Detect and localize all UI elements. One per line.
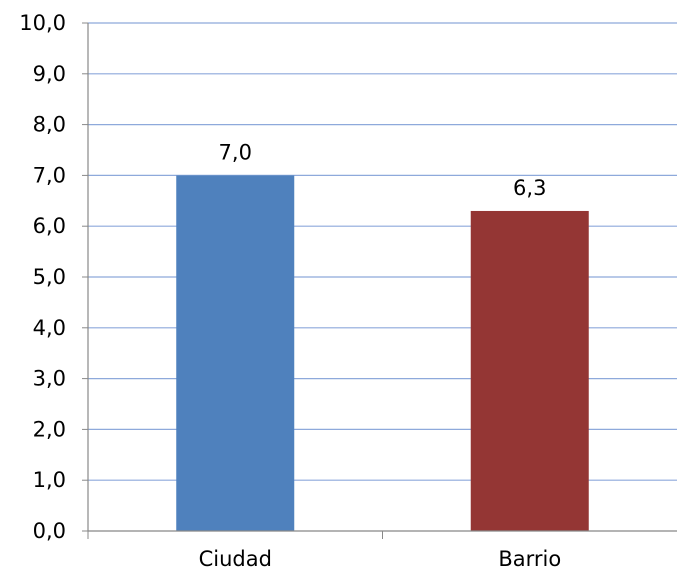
y-tick-label: 3,0 xyxy=(33,367,66,391)
y-tick-label: 7,0 xyxy=(33,163,66,187)
bar-ciudad xyxy=(176,175,295,531)
bar-barrio xyxy=(470,210,589,531)
data-label-ciudad: 7,0 xyxy=(219,140,252,164)
y-tick-label: 5,0 xyxy=(33,265,66,289)
y-tick-label: 6,0 xyxy=(33,214,66,238)
y-tick-label: 9,0 xyxy=(33,62,66,86)
x-tick-labels: Ciudad Barrio xyxy=(199,547,562,571)
y-tick-label: 4,0 xyxy=(33,316,66,340)
axes xyxy=(82,22,677,539)
x-tick-label-ciudad: Ciudad xyxy=(199,547,272,571)
y-tick-label: 0,0 xyxy=(33,519,66,543)
data-label-barrio: 6,3 xyxy=(513,176,546,200)
y-tick-label: 2,0 xyxy=(33,417,66,441)
bars xyxy=(176,175,589,531)
y-tick-label: 1,0 xyxy=(33,468,66,492)
data-labels: 7,0 6,3 xyxy=(219,140,547,200)
x-tick-label-barrio: Barrio xyxy=(498,547,561,571)
y-tick-label: 10,0 xyxy=(19,11,66,35)
y-tick-label: 8,0 xyxy=(33,113,66,137)
y-tick-labels: 0,0 1,0 2,0 3,0 4,0 5,0 6,0 7,0 8,0 9,0 10,0 xyxy=(19,11,66,543)
